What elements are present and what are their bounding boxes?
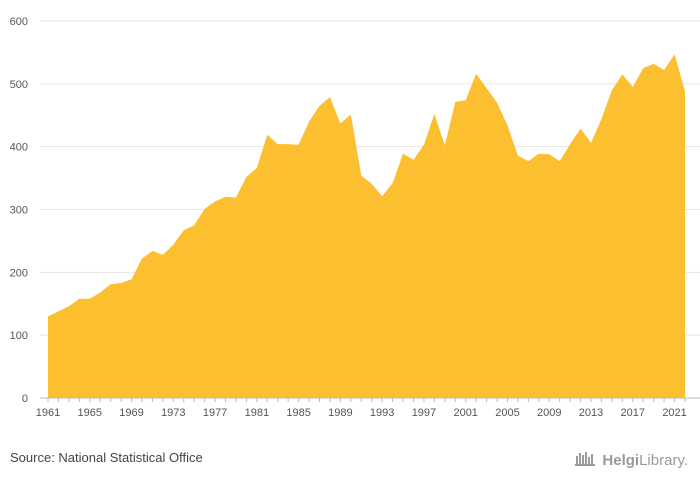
data-point-2004 bbox=[495, 101, 499, 105]
data-point-1977 bbox=[213, 199, 217, 203]
y-tick-label: 300 bbox=[10, 205, 28, 217]
data-point-1978 bbox=[224, 195, 228, 199]
data-point-1964 bbox=[77, 297, 81, 301]
data-point-1997 bbox=[422, 143, 426, 147]
data-point-1986 bbox=[307, 120, 311, 124]
x-tick-label: 1965 bbox=[78, 407, 102, 419]
data-point-2020 bbox=[662, 68, 666, 72]
data-point-1966 bbox=[98, 290, 102, 294]
data-point-1993 bbox=[380, 194, 384, 198]
data-point-2018 bbox=[641, 66, 645, 70]
data-point-1996 bbox=[411, 158, 415, 162]
data-point-2021 bbox=[673, 52, 677, 56]
x-tick-label: 1969 bbox=[119, 407, 143, 419]
data-point-1983 bbox=[276, 142, 280, 146]
y-tick-label: 100 bbox=[10, 330, 28, 342]
data-point-1984 bbox=[286, 142, 290, 146]
data-point-2013 bbox=[589, 141, 593, 145]
data-point-2014 bbox=[599, 117, 603, 121]
area-series bbox=[46, 52, 687, 399]
data-point-2012 bbox=[579, 126, 583, 130]
data-point-1970 bbox=[140, 257, 144, 261]
y-tick-label: 600 bbox=[10, 16, 28, 28]
data-point-2007 bbox=[526, 159, 530, 163]
data-point-1982 bbox=[265, 133, 269, 137]
data-point-2016 bbox=[620, 72, 624, 76]
data-point-2000 bbox=[453, 100, 457, 104]
data-point-1974 bbox=[182, 228, 186, 232]
data-point-1981 bbox=[255, 166, 259, 170]
data-point-1995 bbox=[401, 152, 405, 156]
data-point-1972 bbox=[161, 253, 165, 257]
data-point-2011 bbox=[568, 142, 572, 146]
area-chart: 0 100 200 300 400 500 600 1961 1965 1969 1973 1977… bbox=[10, 16, 700, 419]
x-tick-label: 2009 bbox=[537, 407, 561, 419]
data-point-1998 bbox=[432, 112, 436, 116]
data-point-2010 bbox=[558, 159, 562, 163]
data-point-2019 bbox=[652, 62, 656, 66]
data-point-1987 bbox=[318, 104, 322, 108]
data-point-2017 bbox=[631, 85, 635, 89]
x-tick-label: 2013 bbox=[579, 407, 603, 419]
data-point-1968 bbox=[119, 281, 123, 285]
data-point-2006 bbox=[516, 153, 520, 157]
x-tick-label: 1973 bbox=[161, 407, 185, 419]
data-point-1980 bbox=[244, 175, 248, 179]
x-tick-label: 2001 bbox=[453, 407, 477, 419]
data-point-1985 bbox=[297, 143, 301, 147]
y-axis: 0 100 200 300 400 500 600 bbox=[10, 16, 28, 405]
data-point-1990 bbox=[349, 113, 353, 117]
data-point-1989 bbox=[338, 121, 342, 125]
data-point-2015 bbox=[610, 88, 614, 92]
y-tick-label: 500 bbox=[10, 79, 28, 91]
source-note: Source: National Statistical Office bbox=[10, 450, 203, 465]
data-point-2001 bbox=[464, 98, 468, 102]
brand-name-part2: Library. bbox=[639, 451, 688, 469]
data-point-2002 bbox=[474, 72, 478, 76]
data-point-1967 bbox=[109, 282, 113, 286]
data-point-1973 bbox=[171, 243, 175, 247]
x-axis: 1961 1965 1969 1973 1977 1981 1985 1989 1993 1997… bbox=[36, 397, 700, 419]
x-tick-label: 2005 bbox=[495, 407, 519, 419]
data-point-1963 bbox=[67, 304, 71, 308]
x-tick-label: 1985 bbox=[286, 407, 310, 419]
data-point-1992 bbox=[370, 182, 374, 186]
data-point-1976 bbox=[203, 207, 207, 211]
data-point-1979 bbox=[234, 196, 238, 200]
data-point-1971 bbox=[150, 249, 154, 253]
x-tick-label: 1981 bbox=[245, 407, 269, 419]
x-tick-label: 1993 bbox=[370, 407, 394, 419]
data-point-1975 bbox=[192, 223, 196, 227]
x-tick-label: 1977 bbox=[203, 407, 227, 419]
data-point-1965 bbox=[88, 297, 92, 301]
library-logo-icon bbox=[575, 450, 597, 470]
data-point-2009 bbox=[547, 152, 551, 156]
area-fill bbox=[48, 54, 685, 399]
data-point-1988 bbox=[328, 95, 332, 99]
brand-logo: HelgiLibrary. bbox=[575, 450, 688, 470]
y-tick-label: 0 bbox=[22, 393, 28, 405]
data-point-1991 bbox=[359, 174, 363, 178]
data-point-2008 bbox=[537, 152, 541, 156]
x-tick-label: 1961 bbox=[36, 407, 60, 419]
data-point-2022 bbox=[683, 89, 687, 93]
data-point-2003 bbox=[485, 86, 489, 90]
data-point-1999 bbox=[443, 143, 447, 147]
x-tick-label: 1989 bbox=[328, 407, 352, 419]
x-tick-label: 1997 bbox=[412, 407, 436, 419]
y-tick-label: 200 bbox=[10, 267, 28, 279]
data-point-1962 bbox=[56, 309, 60, 313]
data-point-1961 bbox=[46, 314, 50, 318]
x-tick-label: 2017 bbox=[621, 407, 645, 419]
brand-name-part1: Helgi bbox=[602, 451, 640, 469]
y-tick-label: 400 bbox=[10, 142, 28, 154]
data-point-1994 bbox=[391, 181, 395, 185]
data-point-1969 bbox=[130, 277, 134, 281]
x-tick-label: 2021 bbox=[662, 407, 686, 419]
data-point-2005 bbox=[505, 123, 509, 127]
